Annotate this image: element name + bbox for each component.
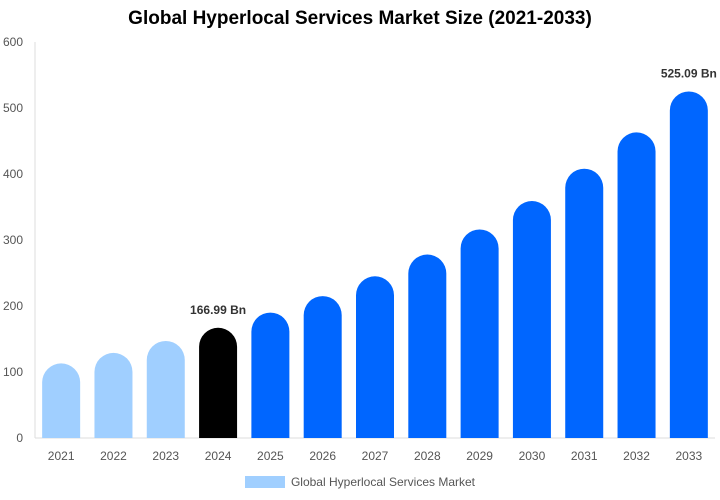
bar-2027[interactable] xyxy=(356,276,394,438)
bar-2023[interactable] xyxy=(146,340,185,438)
x-tick-label: 2023 xyxy=(152,449,179,463)
legend-label: Global Hyperlocal Services Market xyxy=(290,475,476,489)
bar-2030[interactable] xyxy=(512,201,551,438)
y-tick-label: 600 xyxy=(3,35,23,49)
x-tick-label: 2031 xyxy=(571,449,598,463)
bar-2031[interactable] xyxy=(565,168,604,438)
y-tick-label: 400 xyxy=(3,167,23,181)
x-tick-label: 2026 xyxy=(309,449,336,463)
bar-2029[interactable] xyxy=(460,229,499,438)
bar-2024[interactable] xyxy=(199,327,238,438)
x-tick-label: 2022 xyxy=(100,449,127,463)
chart-title: Global Hyperlocal Services Market Size (… xyxy=(128,8,592,29)
y-tick-label: 300 xyxy=(3,233,23,247)
y-tick-label: 500 xyxy=(3,101,23,115)
data-label: 166.99 Bn xyxy=(190,303,246,317)
bar-2032[interactable] xyxy=(617,132,656,439)
legend-swatch xyxy=(244,476,285,488)
y-tick-label: 200 xyxy=(3,299,23,313)
x-tick-label: 2030 xyxy=(519,449,546,463)
bar-2033[interactable] xyxy=(669,91,708,438)
x-tick-label: 2021 xyxy=(48,449,75,463)
bar-2025[interactable] xyxy=(251,312,290,438)
x-tick-label: 2028 xyxy=(414,449,441,463)
bar-2022[interactable] xyxy=(94,352,133,438)
y-tick-label: 100 xyxy=(3,365,23,379)
bar-2026[interactable] xyxy=(303,296,342,438)
legend[interactable]: Global Hyperlocal Services Market xyxy=(0,475,720,489)
x-tick-label: 2024 xyxy=(205,449,232,463)
x-tick-label: 2032 xyxy=(623,449,650,463)
y-tick-label: 0 xyxy=(16,431,23,445)
x-tick-label: 2025 xyxy=(257,449,284,463)
x-tick-label: 2027 xyxy=(362,449,389,463)
x-tick-label: 2029 xyxy=(466,449,493,463)
bar-2021[interactable] xyxy=(42,363,81,438)
x-tick-label: 2033 xyxy=(675,449,702,463)
data-label: 525.09 Bn xyxy=(661,66,717,80)
bar-2028[interactable] xyxy=(408,254,447,438)
